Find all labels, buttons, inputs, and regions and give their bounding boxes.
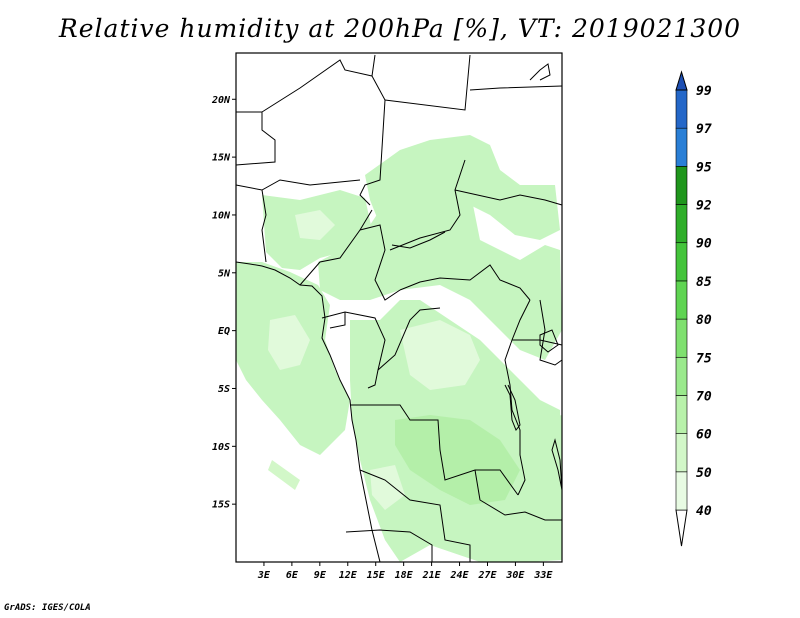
lat-tick-label: EQ <box>218 326 230 337</box>
humidity-area-north-band <box>365 135 560 240</box>
border-chad-2 <box>389 159 466 251</box>
border-north-1 <box>235 111 276 166</box>
border-zambia <box>474 469 562 521</box>
border-east-2 <box>539 299 563 366</box>
border-drc-east <box>504 299 531 496</box>
colorbar-segment <box>675 204 688 244</box>
border-north-4 <box>384 54 471 111</box>
colorbar-label: 50 <box>696 466 712 481</box>
border-north-3 <box>359 75 386 206</box>
border-sudan <box>454 189 563 206</box>
colorbar-segment <box>675 356 688 396</box>
red-sea-coast <box>529 63 551 81</box>
border-angola-south <box>345 529 433 562</box>
border-drc-south <box>350 404 519 496</box>
lon-tick-label: 30E <box>505 570 525 581</box>
lake-tanganyika <box>504 384 521 431</box>
border-car <box>399 264 531 301</box>
humidity-area-pale-center <box>400 320 480 390</box>
humidity-streak-sw <box>268 460 300 490</box>
border-angola <box>359 469 471 562</box>
lon-tick-label: 18E <box>395 570 414 581</box>
humidity-area-pale-south <box>370 465 405 510</box>
colorbar-label: 99 <box>696 84 712 99</box>
border-nigeria <box>299 209 373 286</box>
lake-malawi <box>551 438 563 491</box>
lon-tick-label: 3E <box>257 570 271 581</box>
humidity-area-pale-west <box>268 315 310 370</box>
lat-tick-label: 20N <box>211 95 231 106</box>
latitude-axis: 20N 15N 10N 5N EQ 5S 10S 15S <box>211 95 236 511</box>
colorbar-segment <box>675 280 688 320</box>
border-north-5 <box>469 85 563 91</box>
lon-tick-label: 6E <box>286 570 299 581</box>
lon-tick-label: 15E <box>367 570 386 581</box>
lon-tick-label: 12E <box>339 570 358 581</box>
lon-tick-label: 33E <box>533 570 553 581</box>
colorbar-segment <box>675 89 688 129</box>
colorbar-label: 97 <box>696 122 712 137</box>
longitude-axis: 3E 6E 9E 12E 15E 18E 21E 24E 27E 30E 33E <box>257 562 553 581</box>
humidity-area-south-band <box>395 415 520 505</box>
colorbar-label: 92 <box>696 199 712 214</box>
lat-tick-label: 10S <box>212 442 230 453</box>
lat-tick-label: 15N <box>212 153 231 164</box>
colorbar-label: 85 <box>696 275 712 290</box>
grads-credit: GrADS: IGES/COLA <box>4 603 91 613</box>
lon-tick-label: 24E <box>450 570 470 581</box>
lon-tick-label: 9E <box>314 570 327 581</box>
colorbar-segment <box>675 395 688 434</box>
colorbar-label: 40 <box>696 504 712 519</box>
colorbar-segment <box>675 318 688 358</box>
country-borders <box>235 54 563 563</box>
humidity-area-pale-north <box>295 210 335 240</box>
lat-tick-label: 15S <box>212 500 230 511</box>
colorbar-segment <box>675 127 688 167</box>
colorbar-segment <box>675 433 688 473</box>
colorbar-max-arrow <box>675 70 688 91</box>
border-north-2 <box>261 54 376 113</box>
lon-tick-label: 21E <box>422 570 442 581</box>
map-frame <box>235 52 563 563</box>
colorbar-segment <box>675 471 688 511</box>
border-chad-1 <box>359 224 401 301</box>
colorbar-label: 60 <box>696 428 712 443</box>
colorbar-min-arrow <box>675 509 688 547</box>
lat-tick-label: 5N <box>218 268 231 279</box>
humidity-area-east <box>540 415 562 520</box>
border-sahel-1 <box>235 179 361 191</box>
humidity-shading <box>236 135 562 562</box>
border-gabon <box>329 312 346 329</box>
colorbar-label: 90 <box>696 237 712 252</box>
colorbar-segment <box>675 242 688 282</box>
colorbar-label: 80 <box>696 313 712 328</box>
colorbar-label: 70 <box>696 389 712 404</box>
colorbar-label: 95 <box>696 160 712 175</box>
border-misc <box>391 231 446 249</box>
lon-tick-label: 27E <box>477 570 497 581</box>
colorbar: 40 50 60 70 75 80 85 90 92 95 97 99 <box>675 70 712 547</box>
lake-victoria <box>539 329 559 353</box>
colorbar-label: 75 <box>696 351 712 366</box>
lat-tick-label: 5S <box>218 384 230 395</box>
colorbar-segment <box>675 166 688 205</box>
border-congo <box>377 307 441 371</box>
lat-tick-label: 10N <box>212 210 231 221</box>
border-sahel-2 <box>261 189 267 263</box>
chart-title: Relative humidity at 200hPa [%], VT: 201… <box>58 14 742 43</box>
